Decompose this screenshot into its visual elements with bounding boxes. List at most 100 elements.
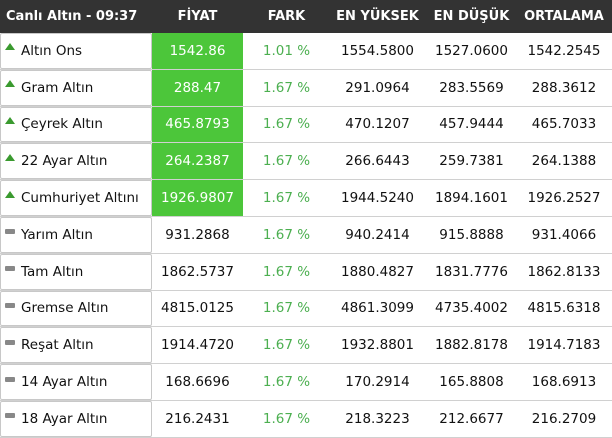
change-cell: 1.67 % <box>262 263 311 280</box>
high-cell: 1880.4827 <box>340 263 414 280</box>
item-name: Gram Altın <box>21 79 94 96</box>
column-header: ORTALAMA <box>524 9 604 24</box>
trend-flat-icon <box>5 229 15 235</box>
change-cell: 1.67 % <box>262 190 311 207</box>
item-name-cell: 18 Ayar Altın <box>0 400 152 437</box>
change-cell: 1.67 % <box>262 116 311 133</box>
low-cell: 1882.8178 <box>434 337 508 354</box>
high-cell: 1932.8801 <box>340 337 414 354</box>
average-cell: 1862.8133 <box>527 263 601 280</box>
column-header: EN DÜŞÜK <box>433 9 510 24</box>
item-name-cell: Cumhuriyet Altını <box>0 180 152 216</box>
table-row: 18 Ayar Altın 216.2431 1.67 % 218.3223 212.6… <box>0 400 612 438</box>
change-cell: 1.67 % <box>262 410 311 427</box>
price-cell: 465.8793 <box>152 106 243 143</box>
average-cell: 1926.2527 <box>527 190 601 207</box>
trend-up-icon <box>5 116 15 124</box>
high-cell: 1554.5800 <box>340 42 414 59</box>
change-cell: 1.67 % <box>262 226 311 243</box>
average-cell: 168.6913 <box>531 374 597 391</box>
change-cell: 1.67 % <box>262 153 311 170</box>
item-name-cell: Altın Ons <box>0 33 152 69</box>
low-cell: 259.7381 <box>439 153 504 170</box>
high-cell: 218.3223 <box>345 410 410 427</box>
table-title: Canlı Altın - 09:37 <box>6 9 138 24</box>
high-cell: 1944.5240 <box>340 190 414 207</box>
item-name: Altın Ons <box>21 42 83 59</box>
item-name: 22 Ayar Altın <box>21 153 108 170</box>
column-header: FİYAT <box>177 9 218 24</box>
item-name-cell: Çeyrek Altın <box>0 106 152 143</box>
table-row: Altın Ons 1542.86 1.01 % 1554.5800 1527.0600… <box>0 33 612 70</box>
average-cell: 465.7033 <box>531 116 597 133</box>
price-cell: 288.47 <box>152 69 243 106</box>
low-cell: 212.6677 <box>439 410 504 427</box>
average-cell: 216.2709 <box>531 410 597 427</box>
low-cell: 915.8888 <box>439 226 504 243</box>
high-cell: 266.6443 <box>345 153 410 170</box>
item-name: Çeyrek Altın <box>21 116 103 133</box>
high-cell: 4861.3099 <box>340 300 414 317</box>
table-row: Çeyrek Altın 465.8793 1.67 % 470.1207 457.94… <box>0 106 612 144</box>
price-cell: 168.6696 <box>165 374 230 391</box>
low-cell: 457.9444 <box>439 116 504 133</box>
average-cell: 288.3612 <box>531 79 597 96</box>
item-name-cell: 14 Ayar Altın <box>0 364 152 400</box>
item-name: Gremse Altın <box>21 300 109 317</box>
price-cell: 1914.4720 <box>160 337 234 354</box>
change-cell: 1.67 % <box>262 337 311 354</box>
low-cell: 1894.1601 <box>434 190 508 207</box>
average-cell: 1914.7183 <box>527 337 601 354</box>
average-cell: 931.4066 <box>531 226 597 243</box>
item-name: Cumhuriyet Altını <box>21 190 139 207</box>
item-name: Tam Altın <box>21 263 84 280</box>
trend-flat-icon <box>5 339 15 345</box>
item-name-cell: 22 Ayar Altın <box>0 143 152 180</box>
high-cell: 940.2414 <box>345 226 410 243</box>
table-row: Gram Altın 288.47 1.67 % 291.0964 283.5569 28… <box>0 69 612 107</box>
column-header: EN YÜKSEK <box>336 9 419 24</box>
high-cell: 470.1207 <box>345 116 410 133</box>
item-name: 14 Ayar Altın <box>21 374 108 391</box>
header-row: Canlı Altın - 09:37 FİYAT FARK EN YÜKSEK… <box>0 0 612 33</box>
price-cell: 1862.5737 <box>160 263 234 280</box>
item-name: Yarım Altın <box>21 226 93 243</box>
trend-flat-icon <box>5 413 15 419</box>
column-header: FARK <box>267 9 306 24</box>
trend-up-icon <box>5 43 15 51</box>
table-row: Tam Altın 1862.5737 1.67 % 1880.4827 1831.77… <box>0 253 612 291</box>
average-cell: 264.1388 <box>531 153 597 170</box>
price-cell: 4815.0125 <box>160 300 234 317</box>
table-row: Gremse Altın 4815.0125 1.67 % 4861.3099 4735… <box>0 290 612 328</box>
price-cell: 1542.86 <box>152 33 243 69</box>
average-cell: 1542.2545 <box>527 42 601 59</box>
change-cell: 1.67 % <box>262 300 311 317</box>
low-cell: 1527.0600 <box>434 42 508 59</box>
low-cell: 283.5569 <box>439 79 504 96</box>
trend-up-icon <box>5 153 15 161</box>
item-name-cell: Reşat Altın <box>0 327 152 364</box>
price-cell: 216.2431 <box>165 410 230 427</box>
change-cell: 1.67 % <box>262 374 311 391</box>
table-row: Cumhuriyet Altını 1926.9807 1.67 % 1944.524… <box>0 180 612 217</box>
average-cell: 4815.6318 <box>527 300 601 317</box>
low-cell: 1831.7776 <box>434 263 508 280</box>
high-cell: 291.0964 <box>345 79 410 96</box>
item-name: 18 Ayar Altın <box>21 410 108 427</box>
trend-up-icon <box>5 80 15 88</box>
trend-flat-icon <box>5 302 15 308</box>
table-row: 22 Ayar Altın 264.2387 1.67 % 266.6443 259.7… <box>0 143 612 181</box>
low-cell: 165.8808 <box>439 374 504 391</box>
high-cell: 170.2914 <box>345 374 410 391</box>
change-cell: 1.67 % <box>262 79 311 96</box>
trend-flat-icon <box>5 266 15 272</box>
price-cell: 264.2387 <box>152 143 243 180</box>
item-name-cell: Yarım Altın <box>0 216 152 253</box>
item-name-cell: Tam Altın <box>0 253 152 290</box>
item-name: Reşat Altın <box>21 337 94 354</box>
item-name-cell: Gremse Altın <box>0 290 152 327</box>
trend-up-icon <box>5 190 15 198</box>
item-name-cell: Gram Altın <box>0 69 152 106</box>
low-cell: 4735.4002 <box>434 300 508 317</box>
